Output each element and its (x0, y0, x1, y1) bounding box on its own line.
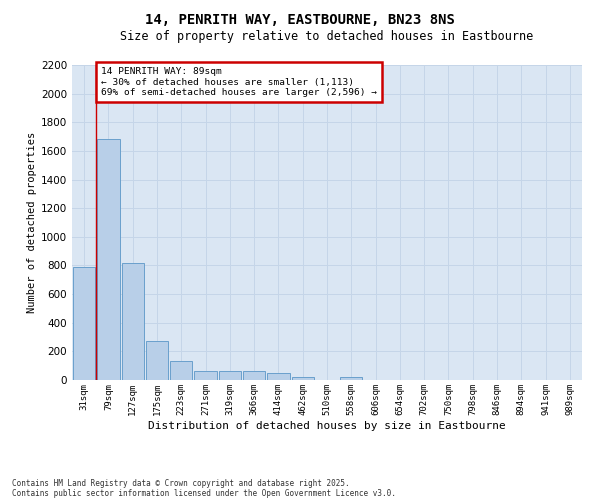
Bar (194, 370, 217, 380)
Text: 14 PENRITH WAY: 89sqm
← 30% of detached houses are smaller (1,113)
69% of semi-d: 14 PENRITH WAY: 89sqm ← 30% of detached … (101, 67, 377, 97)
Y-axis label: Number of detached properties: Number of detached properties (27, 132, 37, 313)
Bar (122, 262, 144, 380)
Bar (340, 377, 362, 380)
Text: Contains public sector information licensed under the Open Government Licence v3: Contains public sector information licen… (12, 488, 396, 498)
Bar (73, 267, 95, 380)
Text: Contains HM Land Registry data © Crown copyright and database right 2025.: Contains HM Land Registry data © Crown c… (12, 478, 350, 488)
X-axis label: Distribution of detached houses by size in Eastbourne: Distribution of detached houses by size … (148, 420, 506, 430)
Title: Size of property relative to detached houses in Eastbourne: Size of property relative to detached ho… (121, 30, 533, 43)
Bar (267, 373, 290, 380)
Text: 14, PENRITH WAY, EASTBOURNE, BN23 8NS: 14, PENRITH WAY, EASTBOURNE, BN23 8NS (145, 12, 455, 26)
Bar (146, 342, 168, 380)
Bar (292, 377, 314, 380)
Bar (97, 140, 119, 380)
Bar (170, 362, 193, 380)
Bar (243, 370, 265, 380)
Bar (218, 370, 241, 380)
